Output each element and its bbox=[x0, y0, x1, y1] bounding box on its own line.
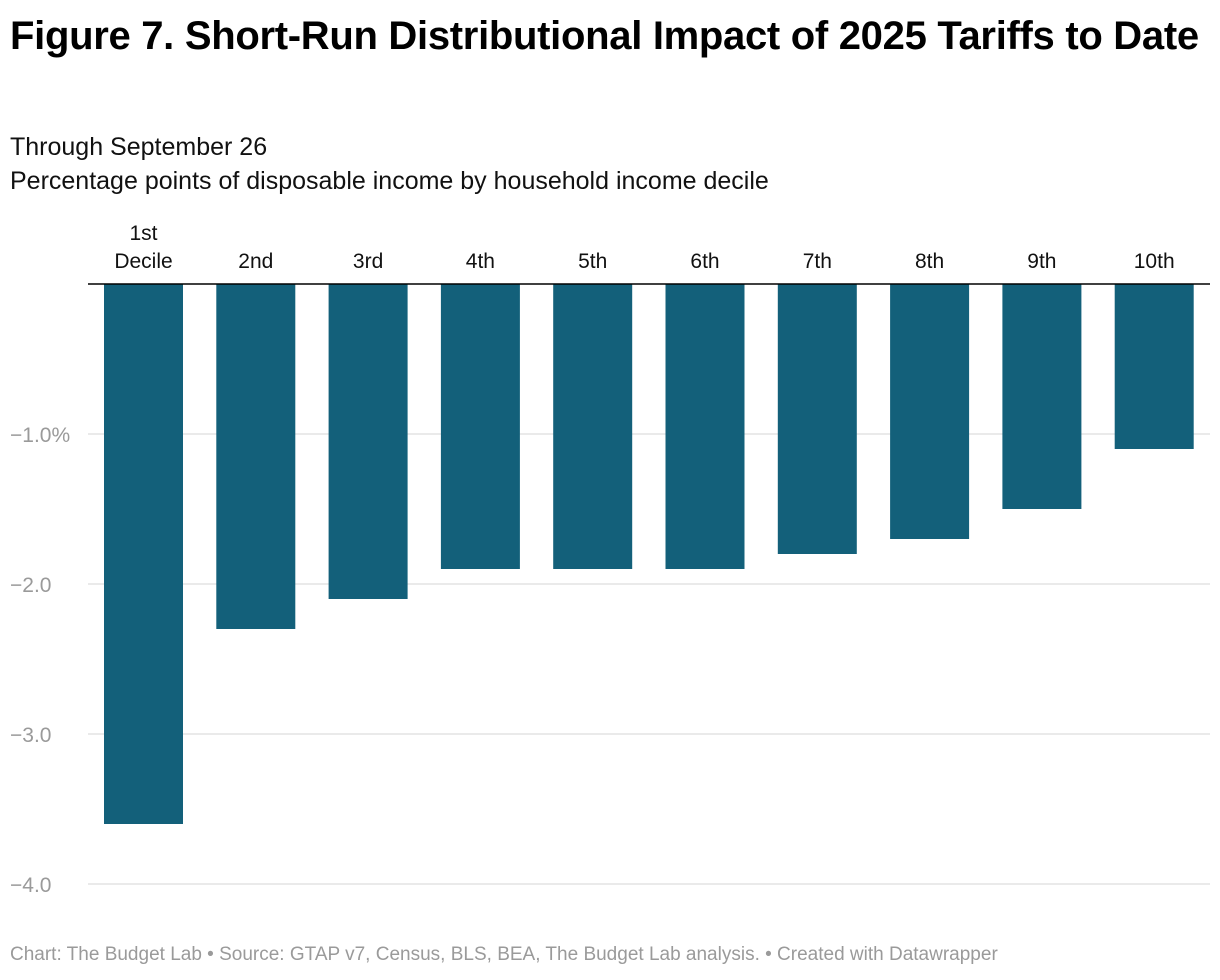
category-label: 4th bbox=[466, 250, 495, 273]
y-tick-label: −2.0 bbox=[10, 574, 51, 597]
category-label: 1st bbox=[129, 222, 157, 245]
category-label: Decile bbox=[114, 250, 172, 273]
bar-7 bbox=[777, 284, 857, 554]
bar-2 bbox=[216, 284, 296, 629]
y-tick-label: −4.0 bbox=[10, 874, 51, 897]
bar-3 bbox=[328, 284, 408, 599]
category-label: 5th bbox=[578, 250, 607, 273]
category-label: 6th bbox=[690, 250, 719, 273]
bar-9 bbox=[1002, 284, 1082, 509]
y-axis-ticks: −1.0% −2.0 −3.0 −4.0 bbox=[10, 424, 70, 897]
bar-8 bbox=[890, 284, 970, 539]
y-tick-label: −1.0% bbox=[10, 424, 70, 447]
chart-subtitle: Through September 26 bbox=[10, 133, 268, 161]
y-tick-label: −3.0 bbox=[10, 724, 51, 747]
category-label: 3rd bbox=[353, 250, 383, 273]
category-label: 2nd bbox=[238, 250, 273, 273]
bar-6 bbox=[665, 284, 745, 569]
category-label: 7th bbox=[803, 250, 832, 273]
bar-chart: −1.0% −2.0 −3.0 −4.0 1st Decile 2nd 3rd 4th 5th 6… bbox=[10, 222, 1210, 897]
bar-4 bbox=[440, 284, 520, 569]
bar-5 bbox=[553, 284, 633, 569]
category-label: 10th bbox=[1134, 250, 1175, 273]
chart-title: Figure 7. Short-Run Distributional Impac… bbox=[10, 14, 1199, 58]
category-labels: 1st Decile 2nd 3rd 4th 5th 6th 7th 8th 9th 10th bbox=[114, 222, 1174, 273]
bar-1 bbox=[104, 284, 183, 824]
bar-10 bbox=[1114, 284, 1194, 449]
chart-description: Percentage points of disposable income b… bbox=[10, 167, 769, 195]
category-label: 8th bbox=[915, 250, 944, 273]
chart-footer: Chart: The Budget Lab • Source: GTAP v7,… bbox=[10, 944, 998, 965]
category-label: 9th bbox=[1027, 250, 1056, 273]
bars bbox=[104, 284, 1194, 824]
